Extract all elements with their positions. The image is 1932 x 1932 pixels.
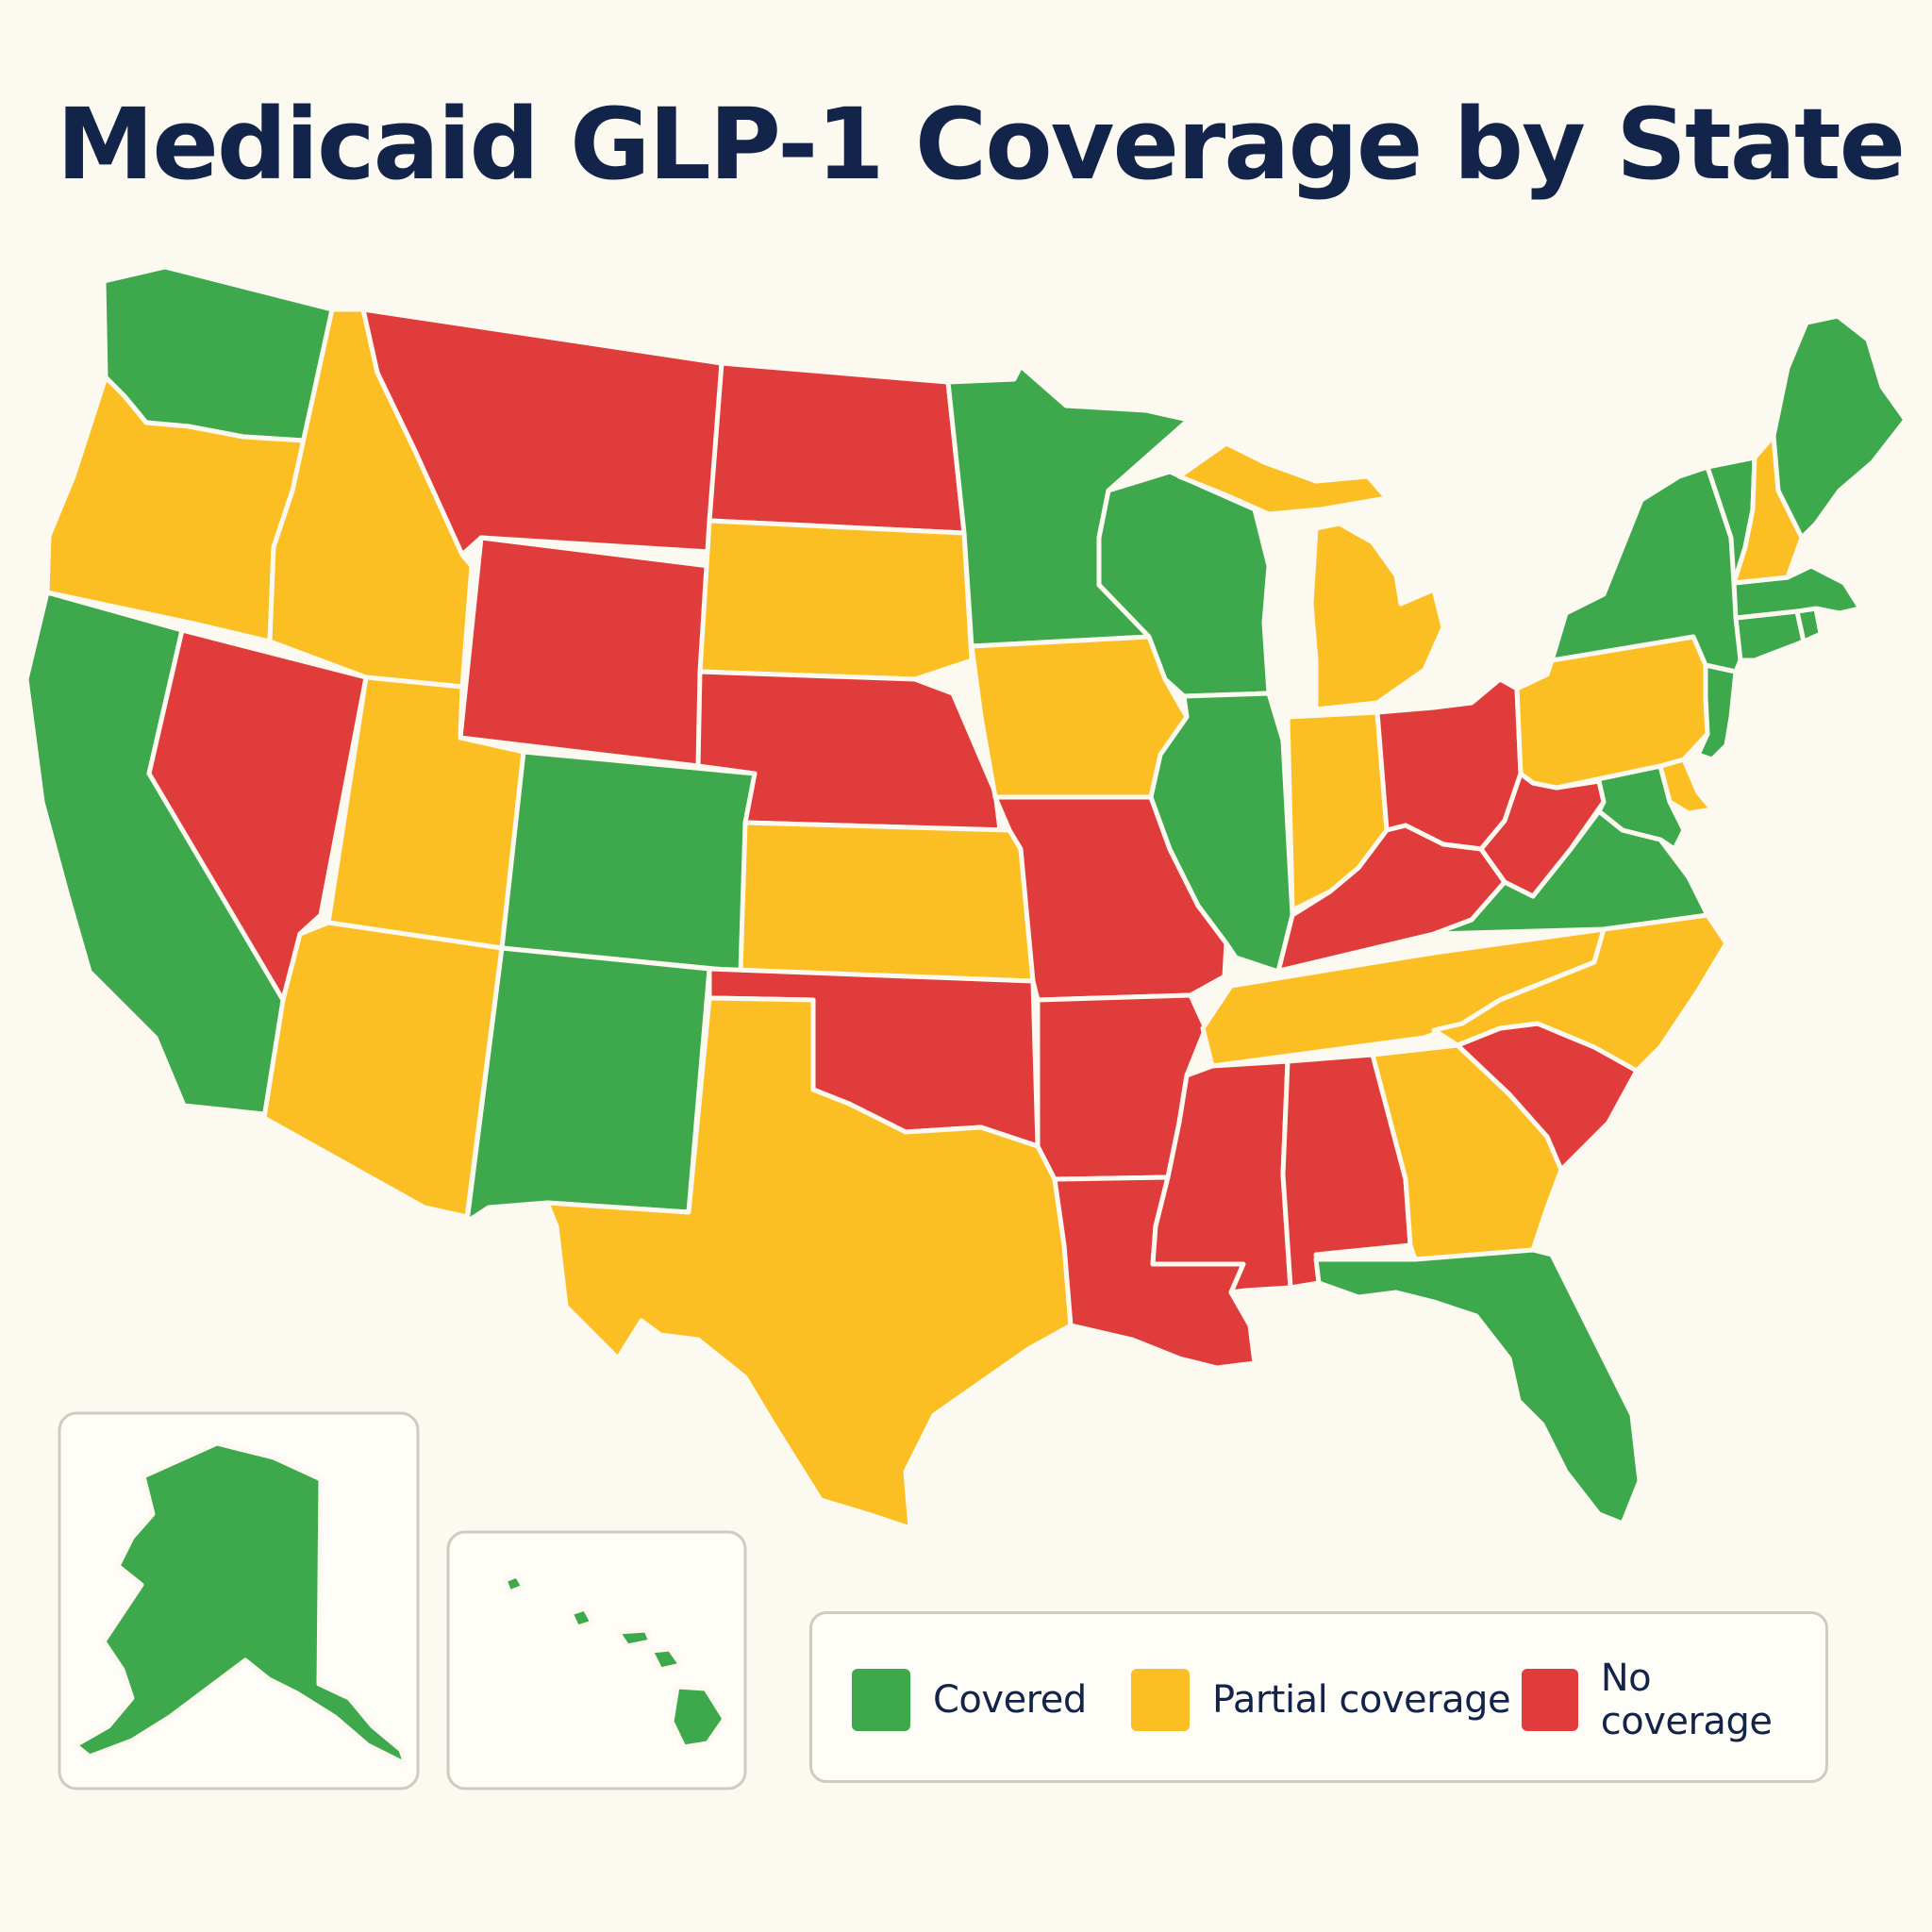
state-michigan[interactable]	[1176, 441, 1446, 712]
legend-label-none: No coverage	[1600, 1657, 1773, 1743]
legend-label-partial: Partial coverage	[1212, 1678, 1511, 1722]
legend-item-covered: Covered	[852, 1669, 1087, 1731]
map-title: Medicaid GLP-1 Coverage by State	[56, 87, 1906, 202]
legend-item-none: No coverage	[1522, 1657, 1825, 1743]
state-alaska[interactable]	[73, 1441, 408, 1767]
state-arizona[interactable]	[261, 920, 505, 1220]
inset-alaska	[58, 1411, 420, 1790]
state-north-carolina[interactable]	[1431, 912, 1729, 1074]
legend-swatch-none	[1522, 1669, 1578, 1731]
state-rhode-island[interactable]	[1794, 606, 1824, 644]
legend-swatch-partial	[1131, 1669, 1190, 1731]
state-south-dakota[interactable]	[697, 518, 974, 682]
legend-label-covered: Covered	[933, 1678, 1087, 1722]
states-layer	[24, 264, 1908, 1531]
state-florida[interactable]	[1313, 1247, 1642, 1526]
state-colorado[interactable]	[499, 749, 758, 974]
state-massachusetts[interactable]	[1731, 563, 1863, 621]
legend-swatch-covered	[852, 1669, 910, 1731]
state-ohio[interactable]	[1374, 676, 1524, 852]
state-new-jersey[interactable]	[1695, 662, 1739, 762]
state-wyoming[interactable]	[458, 535, 712, 769]
state-kansas[interactable]	[738, 820, 1036, 984]
state-north-dakota[interactable]	[707, 360, 967, 536]
state-hawaii[interactable]	[502, 1573, 727, 1750]
state-illinois[interactable]	[1148, 691, 1295, 974]
state-new-york[interactable]	[1549, 464, 1743, 675]
legend-item-partial: Partial coverage	[1131, 1669, 1511, 1731]
inset-hawaii	[446, 1530, 747, 1790]
state-maine[interactable]	[1771, 313, 1908, 541]
legend: Covered Partial coverage No coverage	[809, 1611, 1828, 1783]
state-new-mexico[interactable]	[464, 945, 712, 1224]
state-texas[interactable]	[544, 995, 1074, 1531]
